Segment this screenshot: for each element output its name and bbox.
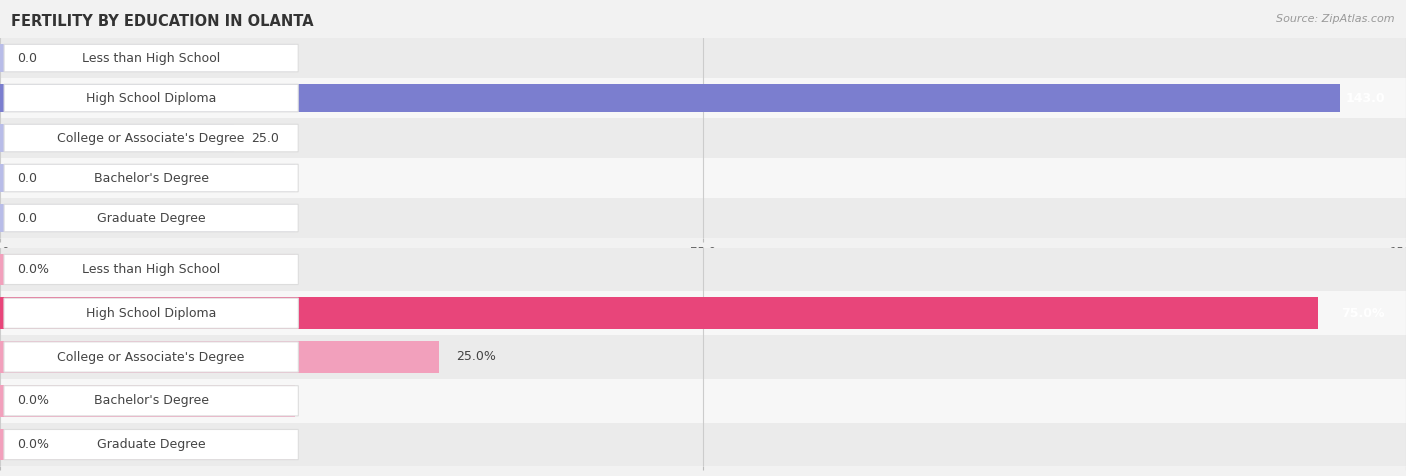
FancyBboxPatch shape [4,342,298,372]
Bar [0,198,1406,238]
Text: FERTILITY BY EDUCATION IN OLANTA: FERTILITY BY EDUCATION IN OLANTA [11,14,314,30]
Bar [0,291,1406,335]
Text: 143.0: 143.0 [1346,91,1385,105]
Text: Graduate Degree: Graduate Degree [97,211,205,225]
Bar [0,341,439,373]
FancyBboxPatch shape [4,44,298,72]
Text: Bachelor's Degree: Bachelor's Degree [94,394,208,407]
Bar [0,118,1406,158]
Text: 25.0%: 25.0% [456,350,496,364]
Bar [0,423,1406,466]
Text: Graduate Degree: Graduate Degree [97,438,205,451]
Bar [0,124,235,152]
Text: 0.0%: 0.0% [17,438,49,451]
Text: High School Diploma: High School Diploma [86,91,217,105]
FancyBboxPatch shape [4,429,298,460]
Text: 0.0: 0.0 [17,211,37,225]
Text: 0.0: 0.0 [17,171,37,185]
Text: 0.0%: 0.0% [17,394,49,407]
Text: Bachelor's Degree: Bachelor's Degree [94,171,208,185]
Bar [0,379,1406,423]
Text: 0.0%: 0.0% [17,263,49,276]
Text: Less than High School: Less than High School [82,263,221,276]
Bar [0,38,1406,78]
FancyBboxPatch shape [4,84,298,112]
Bar [0,164,295,192]
Text: College or Associate's Degree: College or Associate's Degree [58,131,245,145]
Bar [0,298,1319,329]
Bar [0,385,295,416]
Bar [0,78,1406,118]
Text: 25.0: 25.0 [252,131,278,145]
Bar [0,254,295,285]
Bar [0,84,1340,112]
FancyBboxPatch shape [4,164,298,192]
FancyBboxPatch shape [4,254,298,285]
FancyBboxPatch shape [4,386,298,416]
Text: College or Associate's Degree: College or Associate's Degree [58,350,245,364]
Bar [0,44,295,72]
Text: Source: ZipAtlas.com: Source: ZipAtlas.com [1277,14,1395,24]
Text: Less than High School: Less than High School [82,51,221,65]
Bar [0,335,1406,379]
Bar [0,429,295,460]
Text: 0.0: 0.0 [17,51,37,65]
Bar [0,204,295,232]
Bar [0,248,1406,291]
FancyBboxPatch shape [4,298,298,328]
FancyBboxPatch shape [4,124,298,152]
FancyBboxPatch shape [4,204,298,232]
Text: High School Diploma: High School Diploma [86,307,217,320]
Text: 75.0%: 75.0% [1341,307,1385,320]
Bar [0,158,1406,198]
